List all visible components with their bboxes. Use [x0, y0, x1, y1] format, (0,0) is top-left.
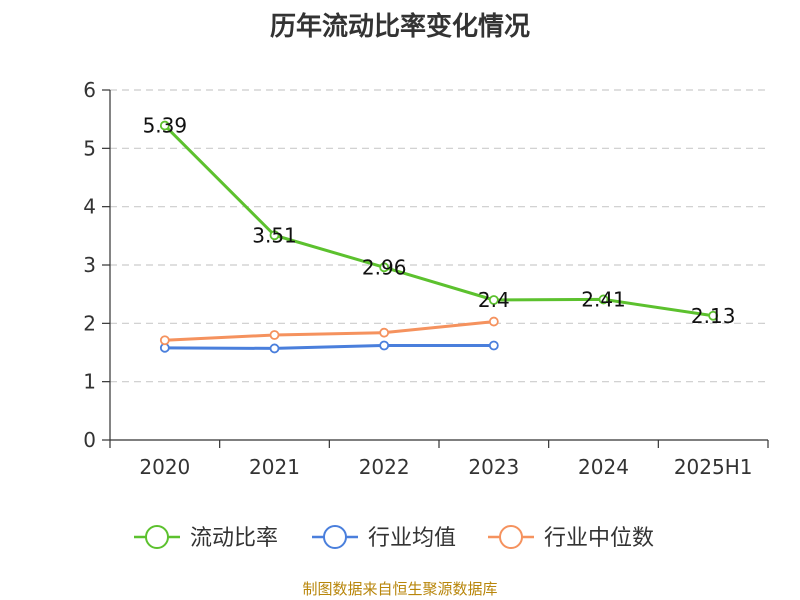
- x-tick-label: 2020: [139, 455, 190, 479]
- x-tick-label: 2022: [359, 455, 410, 479]
- data-label: 3.51: [252, 223, 297, 247]
- y-tick-label: 5: [83, 136, 96, 160]
- chart-title: 历年流动比率变化情况: [269, 12, 530, 42]
- series-point: [488, 340, 499, 351]
- y-tick-label: 2: [83, 311, 96, 335]
- series-layer: [159, 120, 719, 354]
- series-point: [379, 262, 390, 273]
- data-label: 2.41: [581, 287, 626, 311]
- legend-label: 行业中位数: [544, 526, 654, 551]
- x-tick-label: 2021: [249, 455, 300, 479]
- data-label: 2.13: [691, 304, 736, 328]
- legend-marker: [145, 525, 169, 549]
- series-point: [379, 327, 390, 338]
- series-point: [379, 340, 390, 351]
- series-point: [598, 294, 609, 305]
- series-line: [164, 344, 494, 350]
- legend-label: 流动比率: [190, 526, 278, 551]
- data-labels: 5.39 3.51 2.96 2.4 2.41 2.13: [143, 114, 736, 328]
- series-line: [163, 124, 714, 318]
- data-label: 2.4: [478, 288, 510, 312]
- series-point: [269, 330, 280, 340]
- data-label: 2.96: [362, 255, 407, 279]
- source-note: 制图数据来自恒生聚源数据库: [302, 580, 498, 598]
- legend-label: 行业均值: [368, 526, 456, 551]
- series-point: [269, 230, 280, 241]
- data-label: 5.39: [143, 114, 188, 138]
- series-point: [488, 316, 499, 327]
- grid-lines: [110, 89, 768, 383]
- y-tick-label: 6: [83, 78, 96, 102]
- y-tick-label: 0: [83, 428, 96, 452]
- series-point: [269, 343, 280, 354]
- legend-marker: [499, 525, 523, 549]
- series-point: [488, 295, 499, 305]
- y-tick-label: 1: [83, 370, 96, 394]
- axes: 0 1 2 3 4 5 6 2020 2021 2022 2023 2024 2025H1: [83, 78, 769, 479]
- x-tick-label: 2025H1: [674, 455, 753, 479]
- legend-marker: [323, 525, 347, 549]
- series-point: [708, 310, 719, 321]
- y-tick-label: 3: [83, 253, 96, 277]
- legend: 流动比率 行业均值 行业中位数: [134, 525, 654, 551]
- y-tick-label: 4: [83, 195, 96, 219]
- series-point: [159, 120, 170, 131]
- series-line: [164, 320, 494, 342]
- x-tick-label: 2023: [468, 455, 519, 479]
- series-point: [159, 335, 170, 346]
- x-tick-label: 2024: [578, 455, 629, 479]
